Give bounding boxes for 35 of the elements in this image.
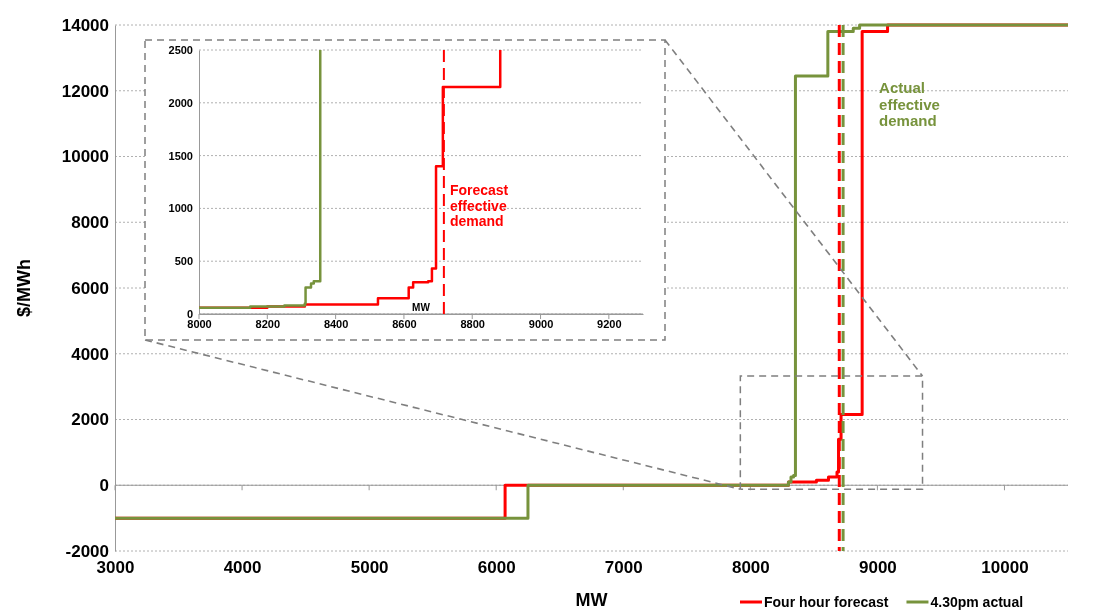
- x-tick-label: 4000: [223, 558, 262, 578]
- y-tick-label: 1000: [168, 202, 193, 215]
- x-tick-label: 8400: [323, 317, 349, 330]
- y-tick-label: 1500: [168, 149, 193, 162]
- x-tick-label: 6000: [477, 558, 516, 578]
- y-tick-label: 2000: [71, 410, 109, 430]
- x-tick-label: 7000: [604, 558, 643, 578]
- y-tick-label: 500: [174, 255, 193, 268]
- x-tick-label: 8200: [255, 317, 281, 330]
- x-tick-label: 5000: [350, 558, 389, 578]
- ref-line-label: Forecast effective demand: [449, 182, 509, 229]
- x-tick-label: 10000: [981, 558, 1029, 578]
- x-tick-label: 9000: [528, 317, 554, 330]
- y-tick-label: 0: [99, 476, 109, 496]
- y-tick-label: 10000: [61, 147, 109, 167]
- y-tick-label: 12000: [61, 81, 109, 101]
- y-tick-label: -2000: [65, 541, 109, 561]
- y-tick-label: 8000: [71, 213, 109, 233]
- ref-line-label: Actual effective demand: [879, 79, 940, 130]
- x-tick-label: 3000: [96, 558, 135, 578]
- x-tick-label: 8000: [731, 558, 770, 578]
- legend-label: Four hour forecast: [764, 594, 889, 610]
- y-tick-label: 6000: [71, 278, 109, 298]
- y-tick-label: 4000: [71, 344, 109, 364]
- y-tick-label: 2500: [168, 44, 193, 57]
- x-tick-label: 9000: [858, 558, 897, 578]
- y-tick-label: 14000: [61, 15, 109, 35]
- y-tick-label: 2000: [168, 96, 193, 109]
- x-tick-label: 9200: [597, 317, 622, 330]
- x-axis-title: MW: [412, 302, 431, 313]
- legend-label: 4.30pm actual: [930, 594, 1024, 610]
- x-tick-label: 8600: [392, 317, 417, 330]
- y-axis-title: $/MWh: [14, 259, 34, 317]
- x-axis-title: MW: [575, 590, 608, 610]
- x-tick-label: 8800: [460, 317, 485, 330]
